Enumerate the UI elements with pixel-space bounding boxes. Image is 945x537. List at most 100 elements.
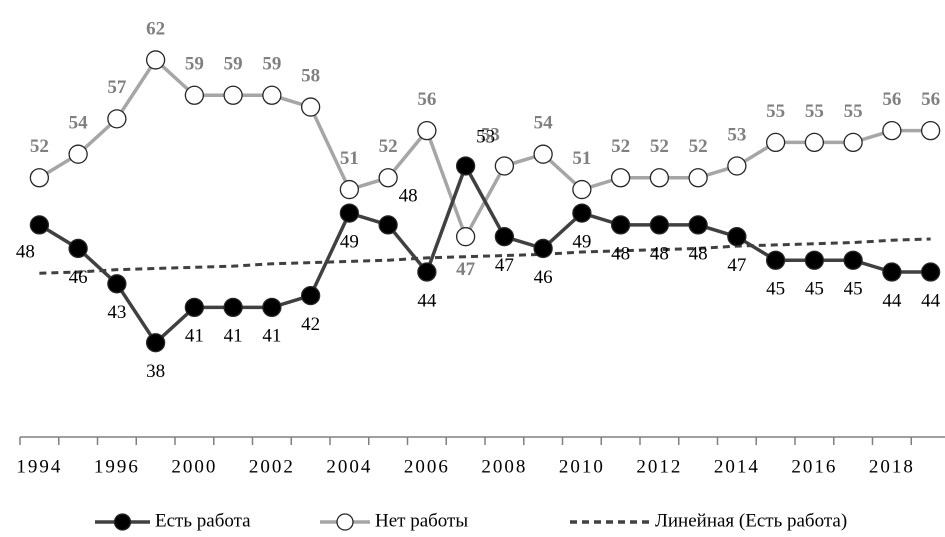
marker: [610, 168, 631, 188]
legend-label: Линейная (Есть работа): [655, 510, 847, 531]
data-label: 47: [456, 259, 476, 280]
x-tick-label: 1994: [16, 456, 62, 477]
data-label: 56: [921, 89, 940, 110]
marker: [68, 238, 88, 259]
marker: [262, 297, 282, 318]
marker: [649, 168, 670, 188]
x-tick-label: 2000: [171, 456, 217, 477]
data-label: 49: [340, 231, 359, 252]
x-tick-label: 2010: [559, 456, 605, 477]
data-label: 58: [301, 65, 320, 86]
marker: [688, 168, 708, 188]
data-label: 46: [69, 267, 88, 288]
marker: [378, 215, 398, 235]
data-label: 44: [921, 290, 941, 311]
marker: [533, 144, 553, 164]
marker: [688, 215, 708, 235]
data-label: 51: [340, 148, 359, 169]
marker: [455, 156, 476, 176]
marker: [107, 109, 127, 129]
data-label: 59: [185, 54, 204, 75]
data-label: 53: [481, 124, 500, 145]
data-label: 56: [882, 89, 901, 110]
x-tick-label: 2002: [249, 456, 295, 477]
data-label: 41: [224, 326, 243, 347]
x-tick-label: 1996: [94, 456, 140, 477]
marker: [572, 179, 592, 200]
data-label: 44: [417, 290, 437, 311]
data-label: 49: [572, 231, 591, 252]
data-label: 48: [611, 243, 630, 264]
data-label: 56: [417, 89, 436, 110]
marker: [145, 333, 166, 353]
data-label: 47: [495, 255, 514, 276]
data-label: 54: [69, 113, 89, 134]
data-label: 48: [16, 241, 35, 262]
marker: [223, 297, 243, 318]
marker: [572, 203, 592, 223]
marker: [882, 120, 902, 141]
marker: [727, 227, 747, 247]
data-label: 52: [30, 136, 49, 157]
data-label: 48: [689, 243, 708, 264]
x-tick-label: 2004: [326, 456, 372, 477]
data-label: 41: [262, 326, 281, 347]
data-label: 51: [572, 148, 591, 169]
marker: [339, 203, 360, 223]
marker: [223, 85, 243, 105]
legend-marker: [336, 513, 354, 531]
marker: [494, 156, 515, 176]
marker: [107, 274, 127, 294]
data-label: 45: [844, 279, 863, 300]
data-label: 55: [805, 101, 824, 122]
marker: [765, 132, 786, 153]
marker: [494, 227, 515, 247]
series-line: [38, 161, 931, 346]
data-label: 52: [689, 136, 708, 157]
marker: [649, 215, 670, 235]
data-label: 47: [727, 255, 746, 276]
data-label: 41: [185, 326, 204, 347]
data-label: 38: [146, 361, 165, 382]
marker: [610, 215, 631, 235]
marker: [804, 250, 825, 270]
x-tick-label: 2018: [869, 456, 915, 477]
x-tick-label: 2016: [791, 456, 837, 477]
marker: [145, 50, 166, 70]
marker: [184, 297, 205, 318]
marker: [920, 262, 941, 282]
data-label: 59: [262, 54, 281, 75]
x-tick-label: 2006: [404, 456, 450, 477]
marker: [765, 250, 786, 270]
marker: [804, 132, 825, 153]
data-label: 62: [146, 18, 165, 39]
data-label: 55: [844, 101, 863, 122]
marker: [68, 144, 88, 164]
data-label: 46: [534, 267, 553, 288]
marker: [843, 250, 863, 270]
data-label: 52: [650, 136, 669, 157]
marker: [29, 215, 50, 235]
marker: [339, 179, 360, 200]
marker: [417, 120, 437, 141]
series-line: [38, 57, 931, 241]
marker: [727, 156, 747, 176]
x-tick-label: 2008: [481, 456, 527, 477]
data-label: 45: [766, 279, 785, 300]
marker: [533, 238, 553, 259]
marker: [300, 285, 321, 306]
marker: [29, 168, 50, 188]
x-tick-label: 2014: [714, 456, 760, 477]
legend-label: Есть работа: [155, 510, 251, 531]
marker: [455, 227, 476, 247]
data-label: 43: [107, 302, 126, 323]
marker: [417, 262, 437, 282]
data-label: 52: [611, 136, 630, 157]
data-label: 53: [476, 126, 495, 147]
data-label: 57: [107, 77, 127, 98]
data-label: 59: [224, 54, 243, 75]
data-label: 42: [301, 314, 320, 335]
trend-line: [39, 237, 931, 275]
data-label: 53: [727, 124, 746, 145]
